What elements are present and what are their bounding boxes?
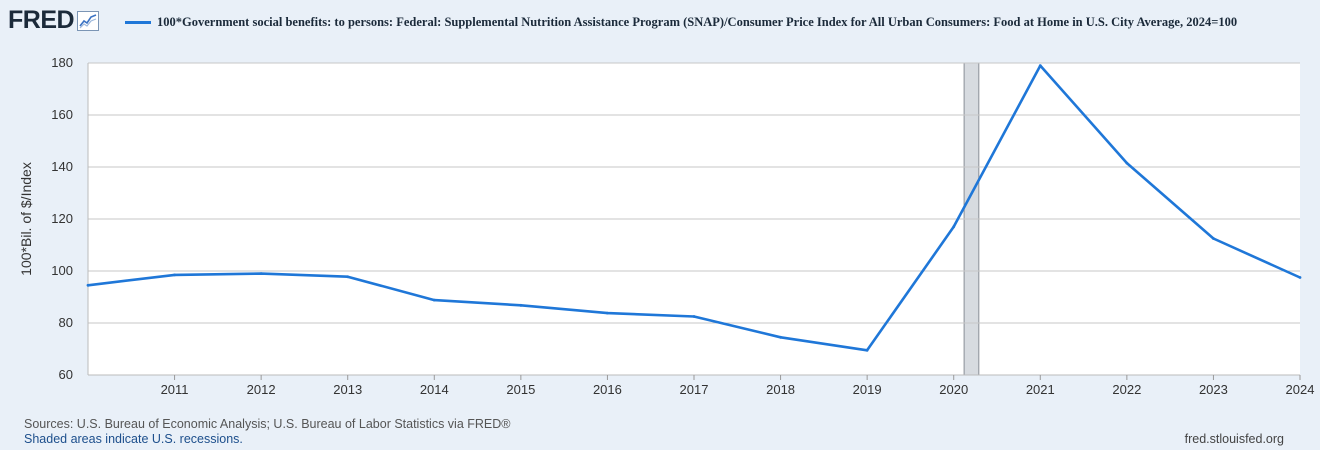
- data-point: [1038, 64, 1042, 67]
- data-point: [519, 303, 523, 307]
- x-tick-label: 2013: [333, 382, 362, 397]
- data-point: [173, 273, 176, 277]
- x-tick-label: 2020: [939, 382, 968, 397]
- legend-label: 100*Government social benefits: to perso…: [157, 15, 1238, 29]
- data-point: [1298, 276, 1302, 279]
- x-tick-label: 2023: [1199, 382, 1228, 397]
- fred-logo-text: FRED: [8, 6, 75, 34]
- y-tick-label: 100: [51, 263, 73, 278]
- x-tick-label: 2014: [420, 382, 449, 397]
- sources-text: Sources: U.S. Bureau of Economic Analysi…: [24, 417, 511, 431]
- y-axis-label: 100*Bil. of $/Index: [18, 162, 34, 276]
- x-tick-label: 2015: [506, 382, 535, 397]
- data-point: [432, 298, 436, 302]
- x-tick-label: 2024: [1286, 382, 1315, 397]
- data-point: [779, 335, 782, 339]
- recession-note: Shaded areas indicate U.S. recessions.: [24, 432, 243, 446]
- legend-swatch: [125, 21, 151, 24]
- y-tick-label: 180: [51, 55, 73, 70]
- data-point: [346, 275, 350, 279]
- data-point: [865, 348, 869, 352]
- data-point: [86, 283, 90, 287]
- data-point: [952, 225, 956, 229]
- y-tick-label: 60: [59, 367, 73, 382]
- x-tick-label: 2018: [766, 382, 795, 397]
- data-point: [692, 315, 696, 318]
- data-point: [1125, 161, 1129, 165]
- x-tick-label: 2022: [1112, 382, 1141, 397]
- y-tick-label: 160: [51, 107, 73, 122]
- y-tick-label: 120: [51, 211, 73, 226]
- data-point: [1212, 237, 1215, 240]
- x-tick-label: 2016: [593, 382, 622, 397]
- x-tick-label: 2021: [1026, 382, 1055, 397]
- y-tick-label: 140: [51, 159, 73, 174]
- x-tick-label: 2019: [853, 382, 882, 397]
- x-tick-label: 2012: [247, 382, 276, 397]
- x-tick-label: 2017: [680, 382, 709, 397]
- fred-logo[interactable]: FRED: [8, 6, 100, 35]
- data-point: [606, 311, 609, 315]
- fred-site-link[interactable]: fred.stlouisfed.org: [1184, 432, 1284, 446]
- x-tick-label: 2011: [161, 382, 189, 397]
- chart-legend: 100*Government social benefits: to perso…: [125, 14, 1265, 30]
- data-point: [259, 272, 263, 275]
- trend-chart-icon: [77, 10, 100, 31]
- y-tick-label: 80: [59, 315, 73, 330]
